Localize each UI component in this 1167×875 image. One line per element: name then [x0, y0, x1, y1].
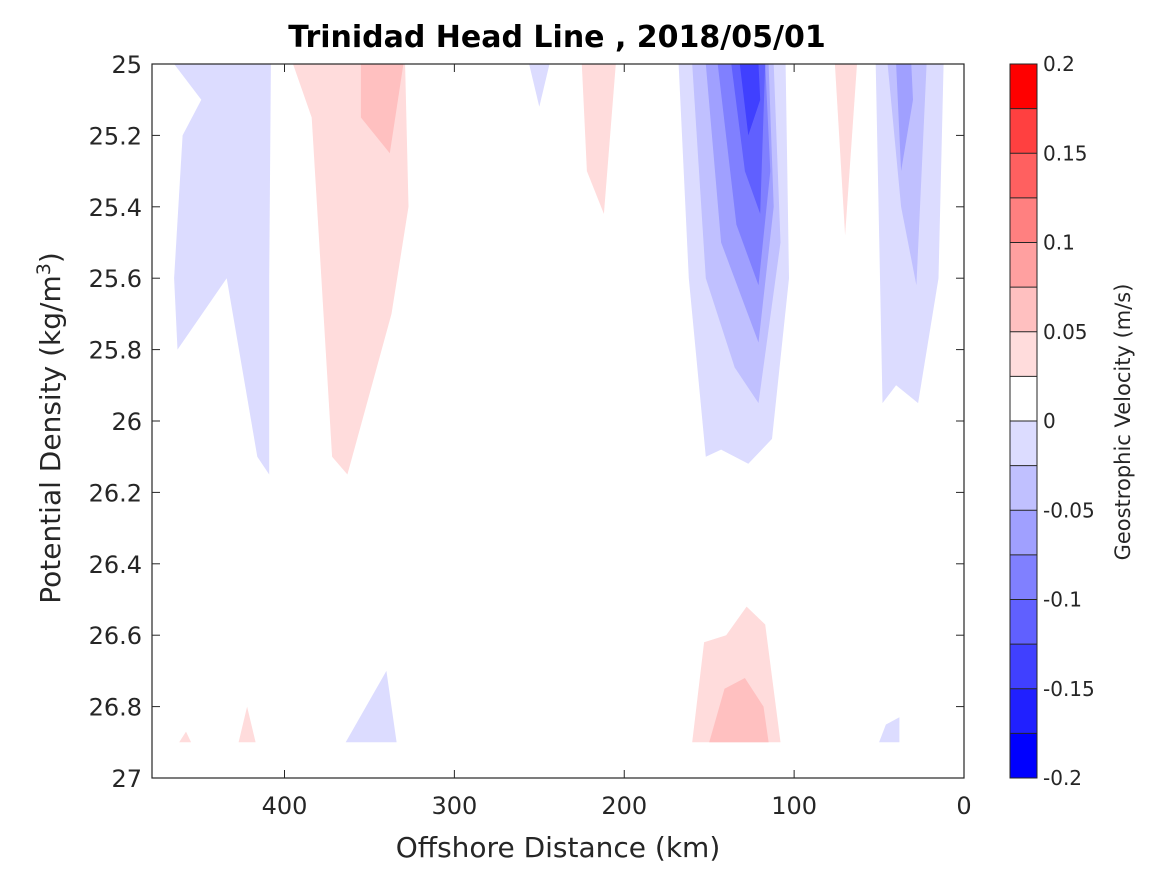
y-tick-labels: 25 25.2 25.4 25.6 25.8 26 26.2 26.4 26.6 26.8 27 — [89, 51, 142, 793]
y-tick-label: 25.6 — [89, 265, 142, 293]
y-axis-label-main: Potential Density (kg/m — [34, 275, 67, 604]
contour-region-nearshore-neg-l3 — [896, 64, 913, 172]
colorbar-band — [1010, 688, 1037, 734]
colorbar-band — [1010, 554, 1037, 600]
colorbar-tick-label: 0.15 — [1043, 141, 1088, 165]
colorbar-band — [1010, 733, 1037, 778]
y-tick-label: 26.2 — [89, 479, 142, 507]
x-tick-label: 300 — [431, 792, 477, 820]
contour-region-deep-neg-350 — [345, 670, 397, 743]
colorbar-band — [1010, 644, 1037, 689]
y-axis-label-end: ) — [34, 252, 67, 263]
x-tick-label: 400 — [262, 792, 308, 820]
colorbar: 0.2 0.15 0.1 0.05 0 -0.05 -0.1 -0.15 -0.2 — [1009, 52, 1095, 790]
contour-region-offshore-jet-outer — [174, 64, 271, 475]
y-tick-label: 26 — [111, 408, 142, 436]
colorbar-tick-label: 0.05 — [1043, 320, 1088, 344]
contour-region-deep-pos-425 — [238, 706, 256, 743]
axis-ticks — [152, 63, 965, 779]
contour-region-small-neg-250 — [529, 64, 550, 107]
y-tick-label: 27 — [111, 765, 142, 793]
colorbar-band — [1010, 108, 1037, 154]
colorbar-band — [1010, 197, 1037, 243]
contour-region-small-pos-210 — [581, 64, 616, 214]
colorbar-band — [1010, 242, 1037, 288]
colorbar-tick-label: -0.05 — [1043, 498, 1095, 522]
plot-area — [151, 63, 965, 779]
colorbar-tick-label: 0.1 — [1043, 231, 1075, 255]
colorbar-band — [1010, 331, 1037, 377]
x-tick-labels: 400 300 200 100 0 — [262, 792, 972, 820]
y-axis-label: Potential Density (kg/m3) — [33, 252, 67, 604]
colorbar-band — [1010, 465, 1037, 511]
y-tick-label: 26.6 — [89, 622, 142, 650]
contour-region-nearshore-neg-l2 — [887, 64, 927, 286]
y-tick-label: 25.4 — [89, 194, 142, 222]
colorbar-band — [1010, 599, 1037, 645]
colorbar-label: Geostrophic Velocity (m/s) — [1111, 284, 1135, 561]
x-axis-label: Offshore Distance (km) — [396, 831, 721, 864]
colorbar-band — [1010, 421, 1037, 466]
colorbar-swatches — [1010, 64, 1037, 778]
colorbar-tick-label: 0 — [1043, 409, 1056, 433]
contour-region-deep-pos-460 — [179, 731, 192, 743]
y-tick-label: 26.8 — [89, 694, 142, 722]
x-tick-label: 200 — [601, 792, 647, 820]
colorbar-frame — [1009, 63, 1038, 779]
x-tick-label: 0 — [956, 792, 971, 820]
colorbar-tick-label: -0.1 — [1043, 588, 1082, 612]
y-tick-label: 25.2 — [89, 122, 142, 150]
contour-region-core-jet-l6 — [739, 64, 761, 136]
y-tick-label: 25 — [111, 51, 142, 79]
colorbar-tick-label: -0.2 — [1043, 766, 1082, 790]
colorbar-tick-label: 0.2 — [1043, 52, 1075, 76]
plot-frame — [151, 63, 965, 779]
colorbar-tick-label: -0.15 — [1043, 677, 1095, 701]
contour-region-offshore-pos-outer — [293, 64, 409, 475]
contour-region-offshore-pos-inner — [360, 64, 404, 154]
colorbar-band — [1010, 153, 1037, 198]
colorbar-band — [1010, 376, 1037, 421]
x-tick-label: 100 — [771, 792, 817, 820]
y-axis-label-superscript: 3 — [33, 263, 55, 275]
colorbar-band — [1010, 287, 1037, 332]
y-tick-label: 26.4 — [89, 551, 142, 579]
contour-region-small-pos-70 — [834, 64, 857, 236]
chart-title: Trinidad Head Line , 2018/05/01 — [288, 20, 825, 55]
colorbar-ticks: 0.2 0.15 0.1 0.05 0 -0.05 -0.1 -0.15 -0.2 — [1043, 52, 1095, 790]
colorbar-band — [1010, 510, 1037, 555]
contour-region-deep-neg-45 — [879, 717, 900, 743]
contour-region-deep-pos-130-inner — [709, 678, 769, 743]
colorbar-band — [1010, 64, 1037, 109]
contour-regions — [174, 64, 944, 743]
y-tick-label: 25.8 — [89, 337, 142, 365]
